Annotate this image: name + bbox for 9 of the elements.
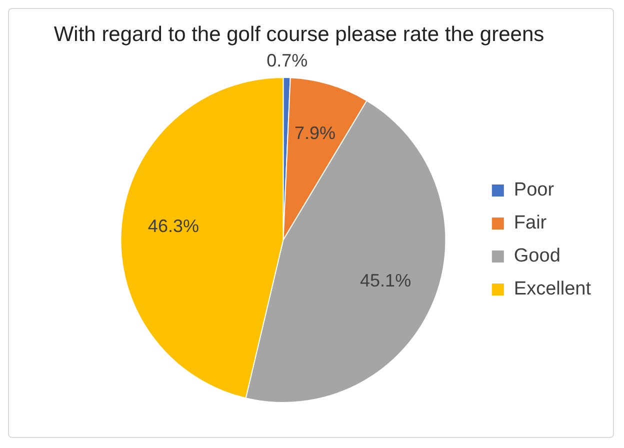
data-label: 7.9% xyxy=(294,123,336,144)
legend-label: Good xyxy=(514,246,560,267)
data-label: 0.7% xyxy=(266,50,308,71)
chart-title: With regard to the golf course please rate the greens xyxy=(52,22,546,48)
legend-label: Fair xyxy=(514,212,548,234)
data-label: 45.1% xyxy=(360,270,412,291)
data-label: 46.3% xyxy=(148,216,199,236)
legend-label: Poor xyxy=(514,180,555,201)
legend-label: Excellent xyxy=(514,278,592,300)
